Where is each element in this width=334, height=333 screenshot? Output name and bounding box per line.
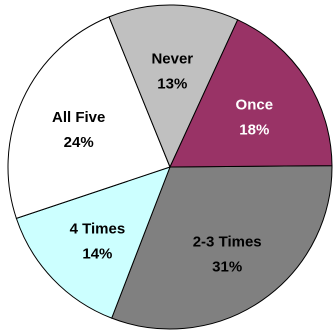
slice-percent-label: 18% [239,121,269,138]
slice-name-label: Once [236,96,274,113]
slice-label-2-3-times: 2-3 Times 31% [193,234,262,276]
pie-slice-4-times [15,166,171,319]
pie-slice-2-3-times [111,165,333,330]
pie-slices [7,4,333,330]
slice-label-4-times: 4 Times 14% [70,220,126,262]
slice-name-label: All Five [52,109,105,126]
slice-label-all-five: All Five 24% [52,109,105,151]
pie-slice-never [108,4,239,169]
pie-slice-once [169,19,333,168]
slice-percent-label: 14% [82,245,112,262]
slice-percent-label: 24% [64,134,94,151]
slice-name-label: Never [151,51,193,68]
slice-name-label: 2-3 Times [193,234,262,251]
pie-labels: 2-3 Times 31% 4 Times 14% All Five 24% Never 13… [52,51,273,276]
slice-percent-label: 31% [212,259,242,276]
slice-percent-label: 13% [157,76,187,93]
slice-label-once: Once 18% [236,96,274,138]
slice-name-label: 4 Times [70,220,126,237]
slice-label-never: Never 13% [151,51,193,93]
